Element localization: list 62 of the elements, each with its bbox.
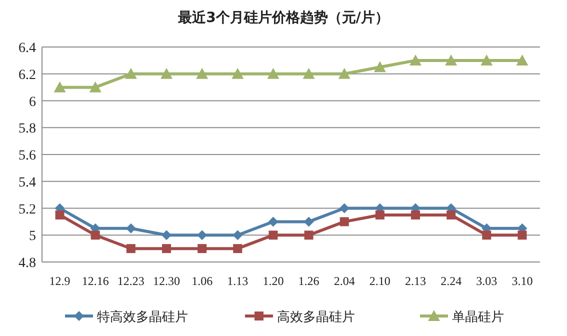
point [54,81,66,92]
y-tick-label: 6.4 [18,41,36,56]
point [196,68,208,79]
point [516,54,528,66]
point [160,68,172,79]
point [55,210,64,220]
point [162,230,172,240]
x-tick-label: 2.13 [405,274,426,288]
point [124,68,137,79]
point [268,216,278,227]
point [339,203,350,214]
y-tick-label: 5.2 [18,202,36,218]
legend-label: 高效多晶硅片 [277,309,355,325]
point [89,81,102,92]
x-tick-label: 2.10 [369,274,390,288]
point [90,230,100,240]
legend-label: 单晶硅片 [452,310,504,325]
point [445,54,458,66]
x-tick-label: 3.10 [512,274,533,288]
point [518,230,527,240]
x-tick-label: 12.23 [117,274,144,288]
y-tick-label: 6 [29,94,36,110]
point [340,217,349,226]
y-tick-label: 5 [29,229,36,244]
point [482,230,492,240]
y-tick-label: 6.2 [18,68,36,83]
x-tick-label: 3.03 [476,274,498,288]
point [446,210,456,220]
point [267,68,280,79]
point [304,216,314,227]
x-tick-label: 1.06 [192,274,213,288]
x-tick-label: 12.9 [49,274,70,288]
y-tick-label: 5.6 [18,148,36,164]
x-tick-label: 1.13 [227,274,248,288]
point [232,230,243,240]
y-tick-label: 5.4 [18,175,36,190]
point [232,68,244,79]
point [302,68,315,79]
point [126,244,136,254]
x-tick-label: 12.16 [82,274,109,288]
x-tick-label: 2.24 [440,274,462,288]
point [304,230,314,240]
point [410,54,422,66]
y-tick-label: 4.8 [18,256,36,271]
point [126,223,136,234]
point [411,210,420,220]
x-tick-label: 1.26 [298,274,320,288]
point [233,244,242,254]
point [197,230,208,240]
point [338,68,350,79]
point [198,244,207,254]
x-tick-label: 2.04 [334,274,355,288]
point [375,210,384,220]
y-tick-label: 5.8 [18,122,36,137]
x-tick-label: 1.20 [262,274,284,288]
chart-title: 最近3个月硅片价格趋势（元/片） [177,9,389,26]
legend-label: 特高效多晶硅片 [97,309,188,325]
point [374,61,386,72]
point [480,54,493,66]
point [268,230,278,240]
x-tick-label: 12.30 [153,274,180,288]
point [162,244,171,254]
